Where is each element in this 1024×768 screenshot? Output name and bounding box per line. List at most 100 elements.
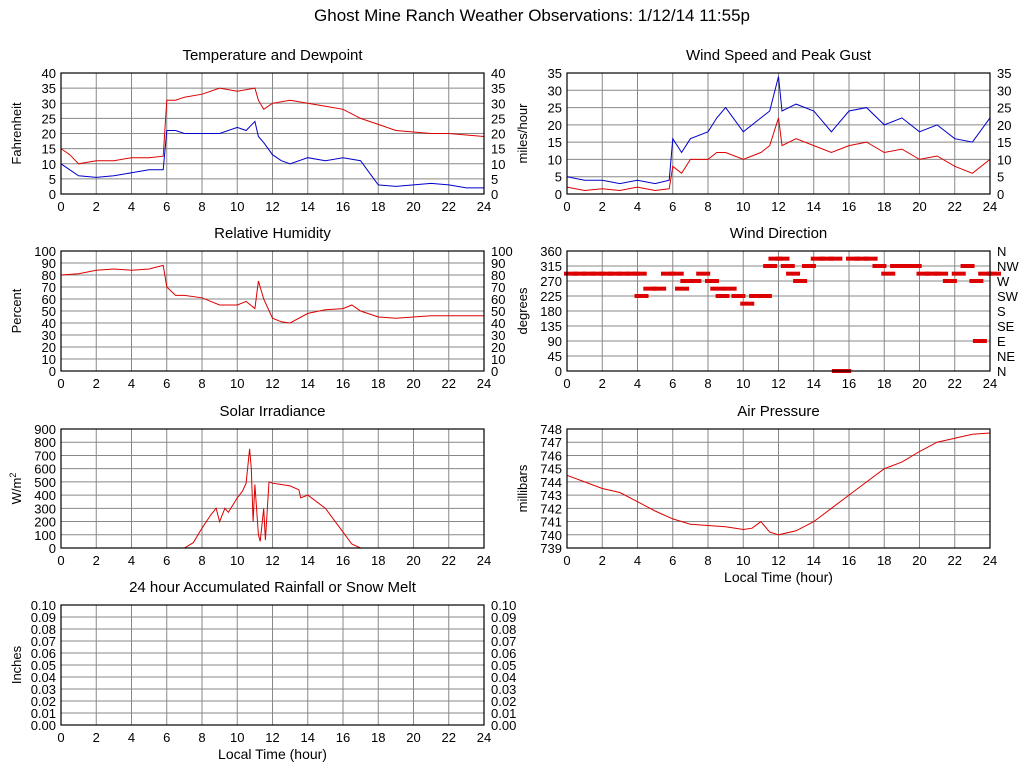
wind-direction-point bbox=[572, 271, 587, 276]
y-tick-label: 800 bbox=[34, 435, 56, 450]
y-tick-label: 15 bbox=[548, 135, 562, 150]
x-tick-label: 12 bbox=[771, 199, 785, 214]
humidity-series-line bbox=[60, 264, 484, 324]
y-tick-label: 10 bbox=[548, 152, 562, 167]
y-axis-label-text: Fahrenheit bbox=[9, 102, 24, 165]
x-tick-label: 22 bbox=[442, 376, 456, 391]
y-tick-label: 10 bbox=[42, 352, 56, 367]
right-tick-label: 0 bbox=[491, 364, 498, 379]
right-tick-label: 60 bbox=[491, 292, 505, 307]
y-tick-label: 741 bbox=[540, 515, 562, 530]
x-axis-label: Local Time (hour) bbox=[724, 569, 833, 585]
x-tick-label: 24 bbox=[477, 553, 491, 568]
x-tick-label: 22 bbox=[442, 730, 456, 745]
y-tick-label: 0.06 bbox=[31, 646, 56, 661]
x-tick-label: 4 bbox=[128, 553, 135, 568]
y-tick-label: 500 bbox=[34, 475, 56, 490]
x-tick-label: 24 bbox=[477, 199, 491, 214]
y-tick-label: 0.04 bbox=[31, 670, 56, 685]
y-tick-label: 0.08 bbox=[31, 622, 56, 637]
plot-frame bbox=[566, 428, 991, 549]
x-tick-label: 8 bbox=[704, 553, 711, 568]
y-tick-label: 15 bbox=[42, 142, 56, 157]
right-tick-label: 0.03 bbox=[491, 682, 516, 697]
wind-direction-point bbox=[810, 256, 825, 261]
wind-direction-point bbox=[987, 271, 1001, 276]
x-tick-label: 20 bbox=[912, 376, 926, 391]
x-tick-label: 0 bbox=[57, 553, 64, 568]
x-tick-label: 18 bbox=[877, 376, 891, 391]
x-tick-label: 12 bbox=[265, 553, 279, 568]
right-tick-label: 5 bbox=[491, 172, 498, 187]
right-tick-label: SE bbox=[997, 319, 1015, 334]
x-tick-label: 16 bbox=[842, 376, 856, 391]
right-tick-label: E bbox=[997, 334, 1006, 349]
x-tick-label: 8 bbox=[198, 199, 205, 214]
x-tick-label: 18 bbox=[877, 553, 891, 568]
x-tick-label: 10 bbox=[230, 199, 244, 214]
right-tick-label: 80 bbox=[491, 268, 505, 283]
right-tick-label: 10 bbox=[997, 152, 1011, 167]
plot-frame bbox=[60, 72, 485, 195]
x-tick-label: 10 bbox=[736, 199, 750, 214]
wind-direction-point bbox=[934, 271, 949, 276]
x-tick-label: 4 bbox=[634, 199, 641, 214]
wind-direction-point bbox=[564, 271, 578, 276]
wind-direction-point bbox=[907, 264, 922, 268]
x-tick-label: 18 bbox=[877, 199, 891, 214]
x-tick-label: 14 bbox=[301, 730, 315, 745]
x-tick-label: 18 bbox=[371, 199, 385, 214]
wind-direction-point bbox=[854, 256, 869, 261]
y-tick-label: 100 bbox=[34, 528, 56, 543]
x-tick-label: 20 bbox=[406, 553, 420, 568]
wind-direction-point bbox=[942, 279, 957, 283]
y-tick-label: 0 bbox=[555, 364, 562, 379]
chart-title: Relative Humidity bbox=[214, 225, 331, 242]
plot-frame bbox=[566, 72, 991, 195]
right-tick-label: 35 bbox=[491, 81, 505, 96]
wind-direction-point bbox=[978, 271, 993, 276]
right-tick-label: 0.08 bbox=[491, 622, 516, 637]
right-tick-label: 0.04 bbox=[491, 670, 516, 685]
x-tick-label: 20 bbox=[406, 199, 420, 214]
wind-direction-point bbox=[863, 256, 878, 261]
wind-direction-point bbox=[801, 264, 816, 268]
wind-direction-point bbox=[652, 286, 667, 291]
y-tick-label: 270 bbox=[540, 274, 562, 289]
x-tick-label: 16 bbox=[336, 730, 350, 745]
y-tick-label: 45 bbox=[548, 349, 562, 364]
x-tick-label: 2 bbox=[93, 553, 100, 568]
y-tick-label: 135 bbox=[540, 319, 562, 334]
wind-direction-point bbox=[643, 286, 658, 291]
y-axis-label: miles/hour bbox=[515, 103, 530, 164]
x-tick-label: 14 bbox=[301, 376, 315, 391]
y-tick-label: 315 bbox=[540, 259, 562, 274]
y-tick-label: 700 bbox=[34, 448, 56, 463]
y-tick-label: 30 bbox=[42, 328, 56, 343]
x-tick-label: 12 bbox=[265, 199, 279, 214]
y-tick-label: 740 bbox=[540, 528, 562, 543]
x-tick-label: 20 bbox=[406, 730, 420, 745]
x-tick-label: 4 bbox=[128, 199, 135, 214]
wind-direction-point bbox=[916, 271, 931, 276]
x-tick-label: 6 bbox=[163, 553, 170, 568]
wind-direction-point bbox=[705, 279, 719, 283]
x-axis-label: Local Time (hour) bbox=[218, 746, 327, 762]
wind-direction-point bbox=[890, 264, 905, 268]
y-tick-label: 0.03 bbox=[31, 682, 56, 697]
x-tick-label: 2 bbox=[599, 376, 606, 391]
right-tick-label: 40 bbox=[491, 316, 505, 331]
y-axis-label-text: miles/hour bbox=[515, 103, 530, 164]
wind-direction-point bbox=[675, 286, 690, 291]
chart-title: Wind Speed and Peak Gust bbox=[686, 47, 872, 64]
y-tick-label: 90 bbox=[548, 334, 562, 349]
wind-direction-point bbox=[616, 271, 631, 276]
right-tick-label: 0.00 bbox=[491, 718, 516, 733]
x-tick-label: 20 bbox=[406, 376, 420, 391]
y-axis-label-text: millibars bbox=[515, 464, 530, 512]
y-tick-label: 200 bbox=[34, 515, 56, 530]
right-tick-label: 0.06 bbox=[491, 646, 516, 661]
temperature-series-line bbox=[60, 120, 484, 189]
